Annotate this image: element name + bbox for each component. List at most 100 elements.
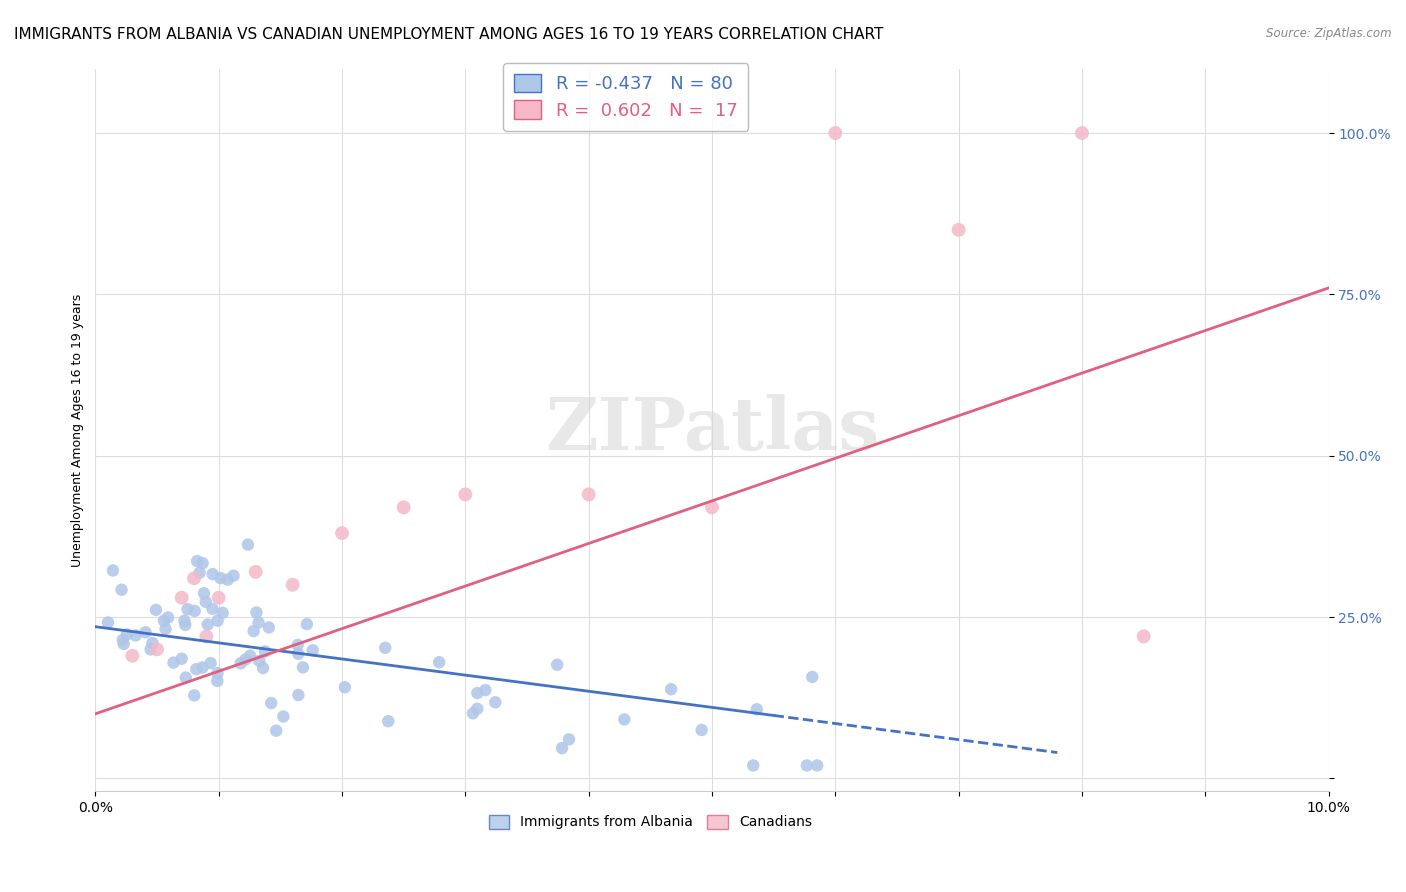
Point	[173, 614, 195, 628]
Point	[155, 622, 177, 636]
Point	[115, 627, 138, 641]
Point	[207, 614, 229, 628]
Point	[110, 582, 132, 597]
Point	[124, 628, 146, 642]
Point	[700, 500, 723, 515]
Point	[742, 758, 765, 772]
Point	[236, 538, 259, 552]
Point	[333, 680, 356, 694]
Point	[301, 643, 323, 657]
Point	[245, 565, 267, 579]
Point	[157, 610, 180, 624]
Point	[194, 595, 217, 609]
Point	[162, 656, 184, 670]
Point	[239, 648, 262, 663]
Point	[824, 126, 846, 140]
Point	[392, 500, 415, 515]
Point	[260, 696, 283, 710]
Point	[207, 666, 229, 681]
Point	[801, 670, 824, 684]
Point	[461, 706, 484, 721]
Point	[186, 662, 208, 676]
Point	[170, 651, 193, 665]
Point	[247, 654, 270, 668]
Point	[948, 223, 970, 237]
Point	[201, 602, 224, 616]
Text: IMMIGRANTS FROM ALBANIA VS CANADIAN UNEMPLOYMENT AMONG AGES 16 TO 19 YEARS CORRE: IMMIGRANTS FROM ALBANIA VS CANADIAN UNEM…	[14, 27, 883, 42]
Point	[145, 603, 167, 617]
Point	[186, 554, 208, 568]
Point	[211, 606, 233, 620]
Point	[1132, 629, 1154, 643]
Point	[242, 624, 264, 638]
Point	[222, 568, 245, 582]
Point	[474, 683, 496, 698]
Point	[188, 566, 211, 580]
Point	[176, 602, 198, 616]
Point	[201, 567, 224, 582]
Point	[465, 686, 488, 700]
Point	[112, 637, 135, 651]
Text: ZIPatlas: ZIPatlas	[546, 394, 879, 466]
Point	[558, 732, 581, 747]
Point	[193, 586, 215, 600]
Point	[484, 695, 506, 709]
Point	[97, 615, 120, 630]
Point	[245, 606, 267, 620]
Point	[101, 563, 124, 577]
Point	[287, 647, 309, 661]
Point	[252, 661, 274, 675]
Point	[374, 640, 396, 655]
Point	[690, 723, 713, 737]
Point	[141, 636, 163, 650]
Point	[134, 625, 156, 640]
Point	[191, 660, 214, 674]
Point	[659, 682, 682, 697]
Point	[806, 758, 828, 772]
Point	[273, 709, 295, 723]
Point	[170, 591, 193, 605]
Point	[191, 556, 214, 570]
Point	[195, 629, 218, 643]
Point	[253, 644, 276, 658]
Point	[291, 660, 314, 674]
Point	[174, 671, 197, 685]
Legend: Immigrants from Albania, Canadians: Immigrants from Albania, Canadians	[482, 809, 818, 835]
Point	[183, 689, 205, 703]
Point	[454, 487, 477, 501]
Point	[111, 632, 134, 647]
Point	[465, 702, 488, 716]
Point	[217, 573, 239, 587]
Point	[377, 714, 399, 729]
Point	[183, 604, 205, 618]
Point	[146, 642, 169, 657]
Point	[200, 656, 222, 670]
Point	[546, 657, 568, 672]
Point	[287, 688, 309, 702]
Text: Source: ZipAtlas.com: Source: ZipAtlas.com	[1267, 27, 1392, 40]
Point	[551, 741, 574, 756]
Point	[427, 655, 450, 669]
Point	[257, 620, 280, 634]
Point	[796, 758, 818, 772]
Point	[745, 702, 768, 716]
Point	[139, 642, 162, 657]
Point	[183, 571, 205, 585]
Point	[578, 487, 600, 501]
Point	[281, 578, 304, 592]
Y-axis label: Unemployment Among Ages 16 to 19 years: Unemployment Among Ages 16 to 19 years	[72, 293, 84, 566]
Point	[330, 526, 353, 541]
Point	[207, 673, 229, 688]
Point	[209, 571, 232, 585]
Point	[153, 614, 176, 628]
Point	[264, 723, 287, 738]
Point	[121, 648, 143, 663]
Point	[247, 615, 270, 630]
Point	[613, 713, 636, 727]
Point	[174, 618, 197, 632]
Point	[295, 617, 318, 632]
Point	[208, 591, 231, 605]
Point	[197, 617, 219, 632]
Point	[235, 652, 257, 666]
Point	[1071, 126, 1094, 140]
